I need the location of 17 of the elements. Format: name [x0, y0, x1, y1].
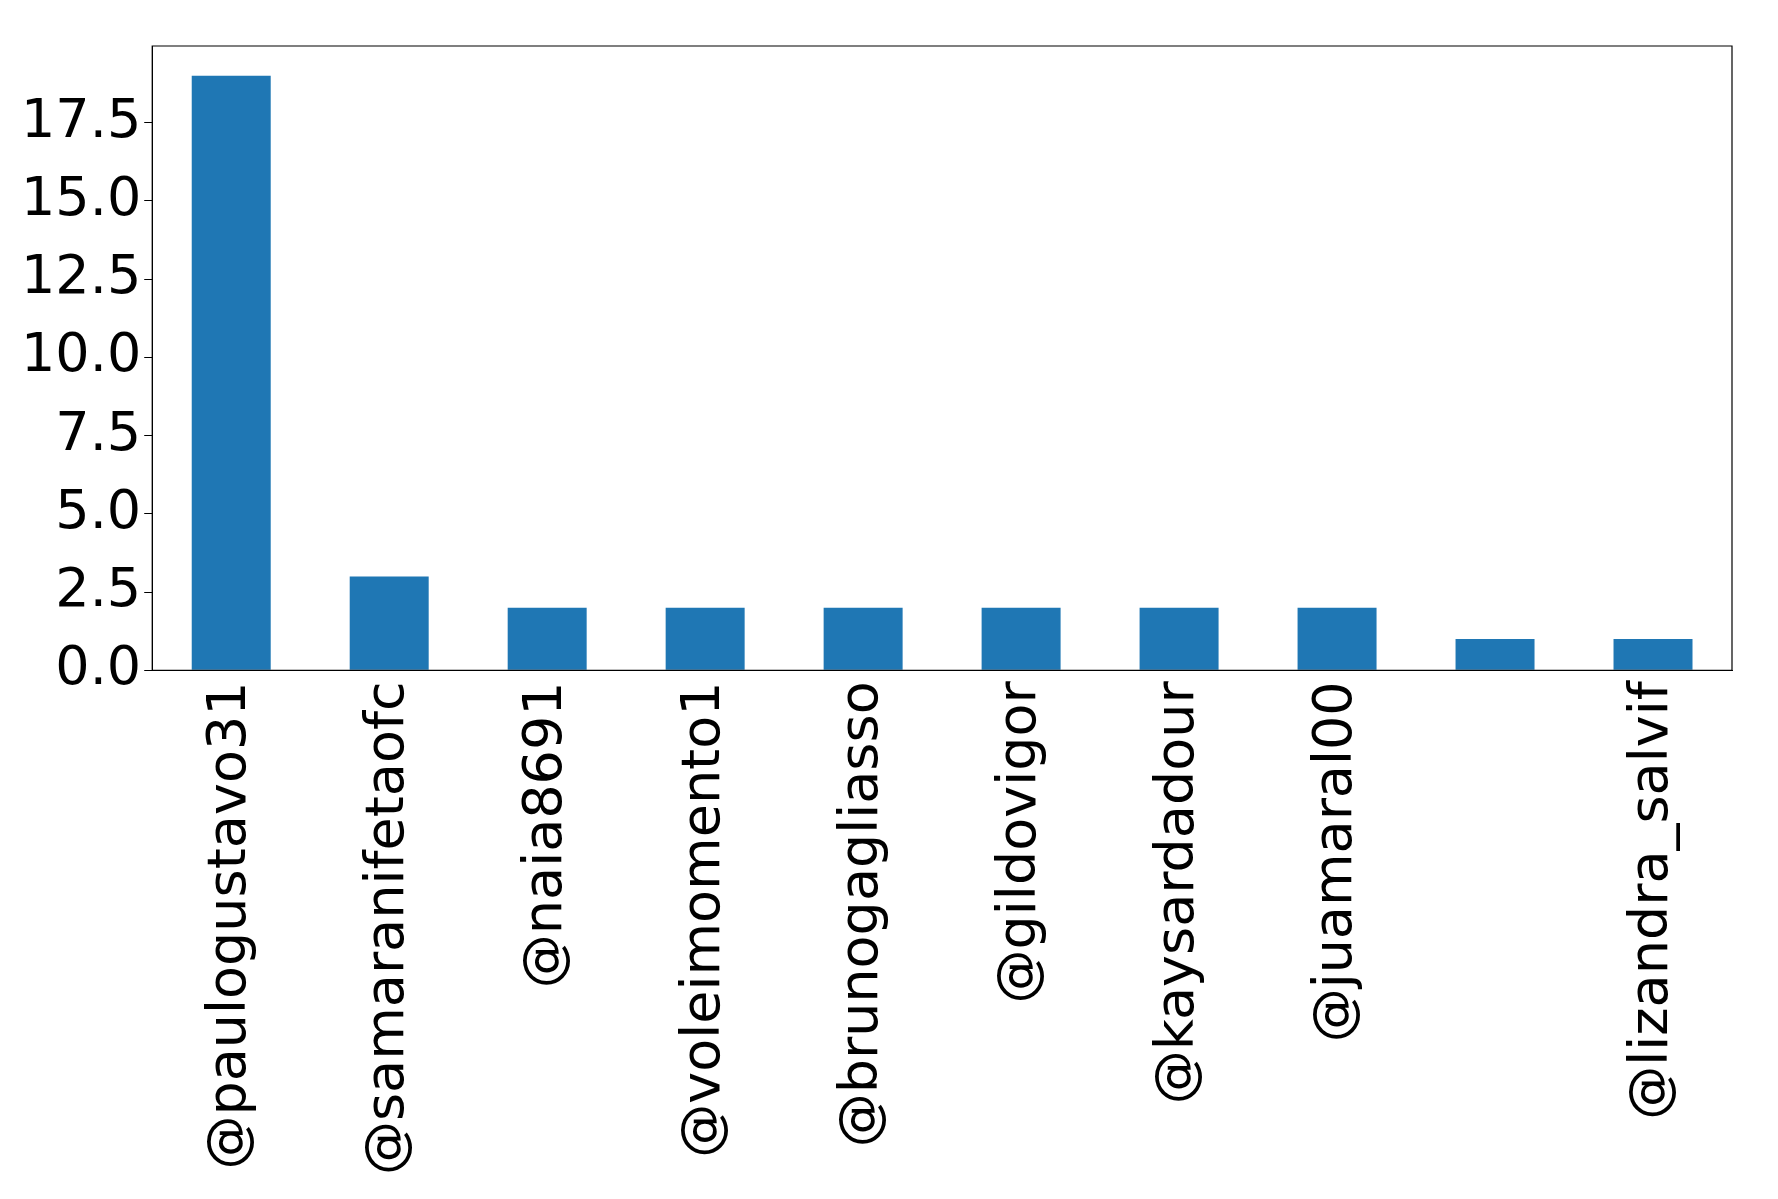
x-tick-label: @samaranifetaofc: [353, 681, 417, 1176]
y-tick-label: 7.5: [55, 399, 142, 463]
x-tick-label: @juamaral00: [1301, 681, 1365, 1043]
x-tick-label: @naia8691: [511, 681, 575, 989]
y-tick-label: 5.0: [55, 477, 142, 541]
x-tick-label: @gildovigor: [985, 680, 1049, 1004]
y-tick-label: 17.5: [21, 86, 142, 150]
x-tick-label: @brunogagliasso: [827, 681, 891, 1148]
y-tick-label: 2.5: [55, 556, 142, 620]
x-tick-label: @kaysardadour: [1143, 680, 1207, 1105]
x-tick-label: @lizandra_salvif: [1617, 679, 1681, 1120]
y-tick-label: 0.0: [55, 634, 142, 698]
y-tick-label: 12.5: [21, 243, 142, 307]
x-tick-label: @paulogustavo31: [195, 681, 259, 1170]
y-tick-label: 15.0: [21, 164, 142, 228]
x-tick-label: @voleimomento1: [669, 681, 733, 1158]
y-tick-label: 10.0: [21, 321, 142, 385]
